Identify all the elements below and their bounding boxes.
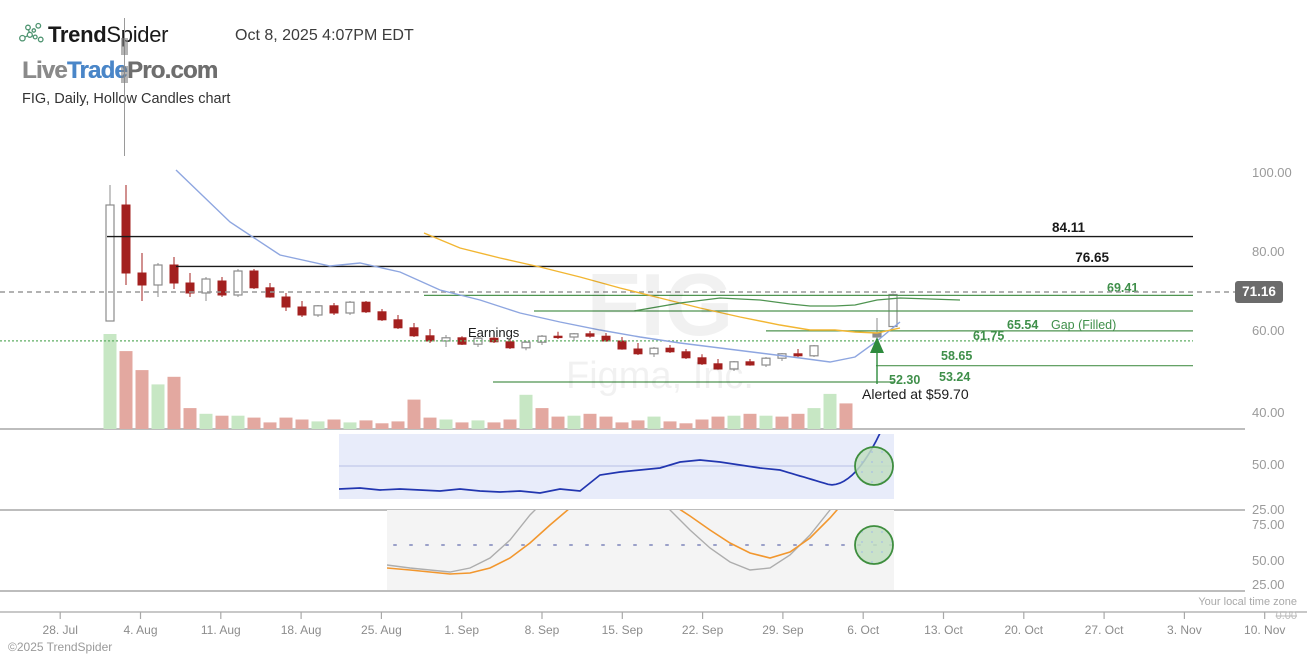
- svg-text:10. Nov: 10. Nov: [1244, 623, 1285, 637]
- svg-text:8. Sep: 8. Sep: [525, 623, 560, 637]
- svg-text:25.00: 25.00: [1252, 577, 1285, 592]
- svg-text:50.00: 50.00: [1252, 457, 1285, 472]
- svg-text:Alerted at $59.70: Alerted at $59.70: [862, 386, 969, 402]
- svg-text:0.00: 0.00: [1276, 610, 1297, 622]
- svg-text:27. Oct: 27. Oct: [1085, 623, 1124, 637]
- svg-text:15. Sep: 15. Sep: [602, 623, 644, 637]
- svg-text:80.00: 80.00: [1252, 244, 1285, 259]
- svg-text:71.16: 71.16: [1242, 284, 1276, 299]
- svg-text:13. Oct: 13. Oct: [924, 623, 963, 637]
- svg-text:61.75: 61.75: [973, 329, 1004, 343]
- svg-text:25.00: 25.00: [1252, 502, 1285, 517]
- svg-text:3. Nov: 3. Nov: [1167, 623, 1202, 637]
- svg-text:60.00: 60.00: [1252, 323, 1285, 338]
- svg-text:40.00: 40.00: [1252, 405, 1285, 420]
- svg-text:FIG: FIG: [587, 255, 734, 354]
- svg-text:50.00: 50.00: [1252, 553, 1285, 568]
- svg-text:100.00: 100.00: [1252, 165, 1292, 180]
- svg-text:29. Sep: 29. Sep: [762, 623, 804, 637]
- svg-text:58.65: 58.65: [941, 349, 972, 363]
- svg-text:4. Aug: 4. Aug: [123, 623, 157, 637]
- svg-text:69.41: 69.41: [1107, 281, 1138, 295]
- svg-text:65.54: 65.54: [1007, 318, 1038, 332]
- svg-text:20. Oct: 20. Oct: [1004, 623, 1043, 637]
- svg-text:11. Aug: 11. Aug: [201, 623, 241, 637]
- svg-text:Figma, Inc.: Figma, Inc.: [566, 355, 754, 397]
- svg-text:25. Aug: 25. Aug: [361, 623, 402, 637]
- svg-text:76.65: 76.65: [1075, 250, 1109, 265]
- svg-text:1. Sep: 1. Sep: [444, 623, 479, 637]
- svg-text:6. Oct: 6. Oct: [847, 623, 880, 637]
- svg-text:Your local time zone: Your local time zone: [1198, 596, 1297, 608]
- svg-text:18. Aug: 18. Aug: [281, 623, 322, 637]
- svg-text:84.11: 84.11: [1052, 220, 1086, 235]
- svg-text:Gap (Filled): Gap (Filled): [1051, 318, 1116, 332]
- svg-text:52.30: 52.30: [889, 373, 920, 387]
- svg-text:53.24: 53.24: [939, 370, 970, 384]
- svg-text:22. Sep: 22. Sep: [682, 623, 724, 637]
- svg-text:28. Jul: 28. Jul: [43, 623, 78, 637]
- svg-text:©2025 TrendSpider: ©2025 TrendSpider: [8, 640, 112, 654]
- svg-text:Earnings: Earnings: [468, 325, 520, 340]
- svg-text:75.00: 75.00: [1252, 517, 1285, 532]
